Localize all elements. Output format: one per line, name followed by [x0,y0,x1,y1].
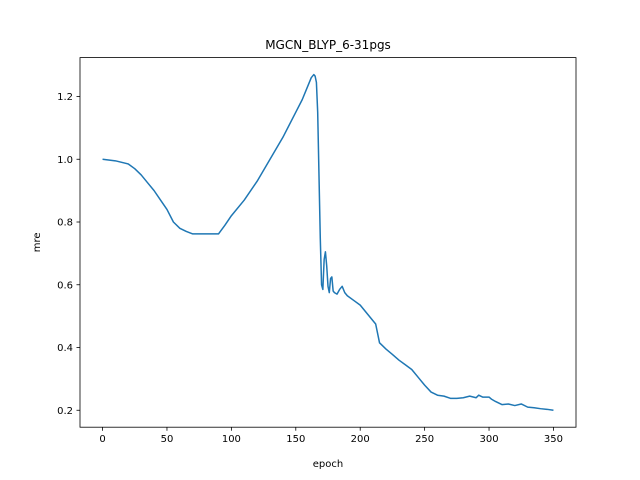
y-axis-label: mre [32,233,43,253]
x-tick-label: 350 [544,434,563,445]
series-line-0 [102,73,554,412]
y-tick-label: 0.8 [57,218,73,229]
x-tick-label: 200 [351,434,370,445]
chart-title: MGCN_BLYP_6-31pgs [265,38,391,52]
y-tick-label: 1.2 [57,92,73,103]
plot-area [102,73,554,412]
x-axis-label: epoch [313,459,343,470]
axes-frame [79,57,577,428]
x-tick-label: 0 [99,434,105,445]
x-tick-label: 250 [415,434,434,445]
y-tick-label: 0.4 [57,343,73,354]
x-axis-ticks: 0 50 100 150 200 250 300 350 [99,427,563,445]
x-tick-label: 100 [222,434,241,445]
y-tick-label: 0.2 [57,406,73,417]
y-axis-ticks: 0.2 0.4 0.6 0.8 1.0 1.2 [57,92,80,417]
x-tick-label: 50 [161,434,174,445]
y-tick-label: 0.6 [57,280,73,291]
x-tick-label: 150 [286,434,305,445]
y-tick-label: 1.0 [57,155,73,166]
x-tick-label: 300 [479,434,498,445]
